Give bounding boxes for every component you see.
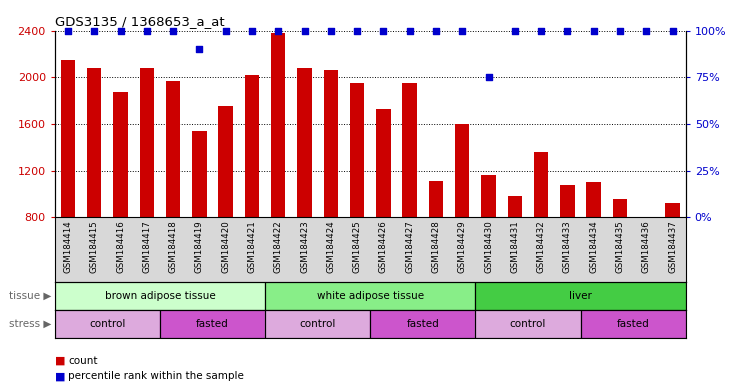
Text: GSM184421: GSM184421 (248, 220, 257, 273)
Point (535, 28, 547, 34)
Text: GSM184425: GSM184425 (352, 220, 362, 273)
Text: control: control (300, 319, 336, 329)
Text: GSM184418: GSM184418 (169, 220, 178, 273)
Text: GSM184422: GSM184422 (273, 220, 283, 273)
Bar (403, 83, 417, 217)
Point (588, 28, 599, 34)
Point (220, 28, 232, 34)
Text: stress ▶: stress ▶ (9, 319, 51, 329)
Bar (481, 175, 496, 217)
Text: white adipose tissue: white adipose tissue (317, 291, 424, 301)
Text: GSM184420: GSM184420 (221, 220, 230, 273)
Text: liver: liver (569, 291, 592, 301)
Bar (192, 131, 207, 217)
Text: GSM184429: GSM184429 (458, 220, 467, 273)
Bar (324, 70, 338, 217)
Text: GSM184428: GSM184428 (431, 220, 441, 273)
Point (614, 28, 626, 34)
Text: GSM184415: GSM184415 (90, 220, 99, 273)
Text: tissue ▶: tissue ▶ (9, 291, 51, 301)
Point (273, 28, 284, 34)
Bar (271, 33, 286, 217)
Text: GSM184431: GSM184431 (510, 220, 519, 273)
Text: GSM184434: GSM184434 (589, 220, 598, 273)
Bar (87, 68, 102, 217)
Text: GSM184433: GSM184433 (563, 220, 572, 273)
Bar (265, 282, 475, 310)
Text: GDS3135 / 1368653_a_at: GDS3135 / 1368653_a_at (55, 15, 224, 28)
Bar (429, 181, 443, 217)
Text: GSM184436: GSM184436 (642, 220, 651, 273)
Point (667, 28, 678, 34)
Text: GSM184426: GSM184426 (379, 220, 388, 273)
Bar (245, 75, 260, 217)
Point (246, 28, 258, 34)
Point (482, 74, 494, 80)
Text: GSM184435: GSM184435 (616, 220, 624, 273)
Text: GSM184430: GSM184430 (484, 220, 493, 273)
Point (640, 28, 652, 34)
Text: percentile rank within the sample: percentile rank within the sample (68, 371, 244, 381)
Bar (475, 282, 686, 310)
Text: GSM184432: GSM184432 (537, 220, 545, 273)
Bar (219, 106, 233, 217)
Text: ■: ■ (55, 356, 65, 366)
Point (115, 28, 126, 34)
Bar (560, 185, 575, 217)
Bar (580, 310, 686, 338)
Bar (55, 310, 160, 338)
Text: fasted: fasted (406, 319, 439, 329)
Text: GSM184416: GSM184416 (116, 220, 125, 273)
Bar (507, 196, 522, 217)
Text: GSM184423: GSM184423 (300, 220, 309, 273)
Text: GSM184437: GSM184437 (668, 220, 677, 273)
Text: GSM184424: GSM184424 (326, 220, 336, 273)
Point (404, 28, 415, 34)
Point (141, 28, 153, 34)
Point (167, 28, 179, 34)
Bar (534, 152, 548, 217)
Text: ■: ■ (55, 371, 65, 381)
Point (62, 28, 74, 34)
Bar (475, 310, 580, 338)
Text: control: control (89, 319, 126, 329)
Bar (160, 310, 265, 338)
Bar (370, 310, 475, 338)
Bar (61, 60, 75, 217)
Point (325, 28, 337, 34)
Bar (586, 182, 601, 217)
Bar (166, 81, 181, 217)
Text: brown adipose tissue: brown adipose tissue (105, 291, 216, 301)
Bar (55, 282, 265, 310)
Point (88, 28, 100, 34)
Text: fasted: fasted (196, 319, 229, 329)
Text: GSM184414: GSM184414 (64, 220, 72, 273)
Text: GSM184417: GSM184417 (143, 220, 151, 273)
Text: GSM184427: GSM184427 (405, 220, 414, 273)
Point (377, 28, 389, 34)
Bar (140, 68, 154, 217)
Bar (455, 124, 469, 217)
Bar (113, 93, 128, 217)
Point (509, 28, 520, 34)
Point (456, 28, 468, 34)
Text: fasted: fasted (617, 319, 649, 329)
Text: count: count (68, 356, 97, 366)
Text: control: control (510, 319, 546, 329)
Point (352, 28, 363, 34)
Point (299, 28, 311, 34)
Text: GSM184419: GSM184419 (195, 220, 204, 273)
Point (194, 46, 205, 53)
Bar (376, 109, 390, 217)
Bar (665, 203, 680, 217)
Point (430, 28, 442, 34)
Bar (298, 68, 311, 217)
Bar (265, 310, 370, 338)
Bar (613, 199, 627, 217)
Point (561, 28, 573, 34)
Bar (350, 83, 364, 217)
